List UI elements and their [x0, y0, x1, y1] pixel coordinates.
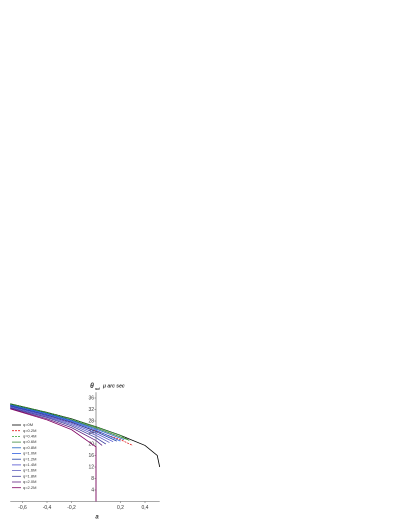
y-tick-label: 12 [88, 464, 94, 470]
legend-label: q=0.8M [23, 445, 36, 450]
x-tick-label: -0,4 [43, 505, 52, 511]
series-line [10, 403, 131, 442]
x-tick-label: 0,4 [142, 505, 149, 511]
legend-label: q=2.2M [23, 485, 36, 490]
series-line [10, 403, 128, 441]
legend-label: q=1.8M [23, 473, 36, 478]
legend-label: q=1.6M [23, 468, 36, 473]
series-line [10, 407, 103, 446]
legend-label: q=0.2M [23, 428, 36, 433]
legend-label: q=0.6M [23, 439, 36, 444]
legend-label: q=0M [23, 422, 33, 427]
y-tick-label: 32 [88, 407, 94, 413]
series-line [10, 405, 121, 442]
legend-label: q=1.0M [23, 451, 36, 456]
x-tick-label: -0,6 [18, 505, 27, 511]
x-axis-label: a [95, 515, 99, 521]
legend-label: q=1.4M [23, 462, 36, 467]
y-axis-unit: μ arc sec [102, 383, 125, 389]
legend-label: q=0.4M [23, 433, 36, 438]
y-tick-label: 4 [91, 487, 94, 493]
series-line [10, 404, 125, 441]
y-axis-label-sub: sd [95, 386, 100, 391]
x-tick-label: 0,2 [117, 505, 124, 511]
y-tick-label: 28 [88, 418, 94, 424]
legend-label: q=2.0M [23, 479, 36, 484]
y-tick-label: 36 [88, 395, 94, 401]
y-tick-label: 16 [88, 453, 94, 459]
y-tick-label: 8 [91, 476, 94, 482]
series-line [10, 407, 107, 445]
series-line [10, 405, 117, 442]
x-tick-label: -0,2 [67, 505, 76, 511]
y-tick-label: 24 [88, 430, 94, 436]
series-line [10, 403, 161, 468]
y-axis-label: θ [90, 383, 94, 390]
series-line [10, 408, 97, 502]
legend-label: q=1.2M [23, 456, 36, 461]
series-line [10, 406, 110, 443]
y-tick-label: 20 [88, 441, 94, 447]
series-line [10, 406, 114, 443]
